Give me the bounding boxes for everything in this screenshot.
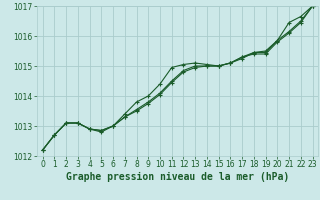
X-axis label: Graphe pression niveau de la mer (hPa): Graphe pression niveau de la mer (hPa) bbox=[66, 172, 289, 182]
